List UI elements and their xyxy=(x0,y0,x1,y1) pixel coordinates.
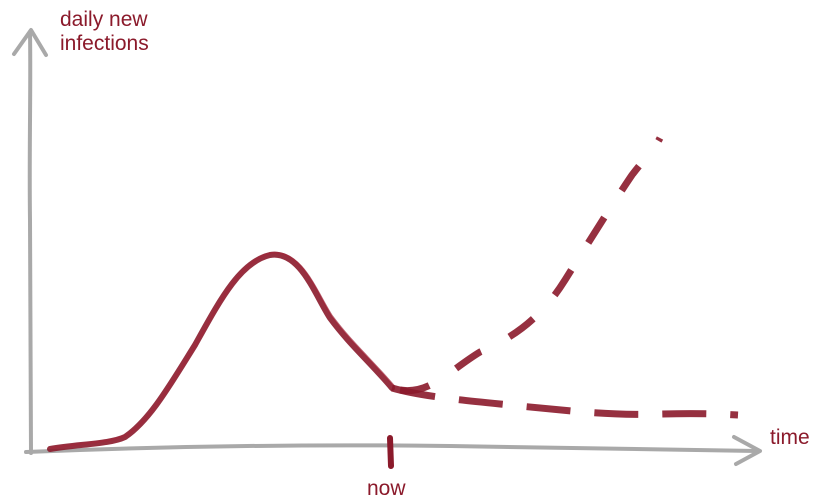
y-axis xyxy=(27,30,33,455)
y-axis-label-line2: infections xyxy=(60,32,149,55)
past-infections-curve-overstroke xyxy=(51,251,395,449)
now-label: now xyxy=(367,477,406,496)
now-tick xyxy=(387,435,394,469)
declining-scenario-curve xyxy=(391,384,739,419)
x-axis-arrowhead xyxy=(732,435,762,466)
y-axis-label-line1: daily new xyxy=(60,8,148,31)
x-axis xyxy=(24,443,759,454)
rising-scenario-curve xyxy=(399,136,664,395)
y-axis-label: daily new infections xyxy=(60,8,149,56)
past-infections-curve xyxy=(47,251,395,452)
x-axis-label: time xyxy=(770,426,810,449)
y-axis-arrowhead xyxy=(12,28,48,57)
